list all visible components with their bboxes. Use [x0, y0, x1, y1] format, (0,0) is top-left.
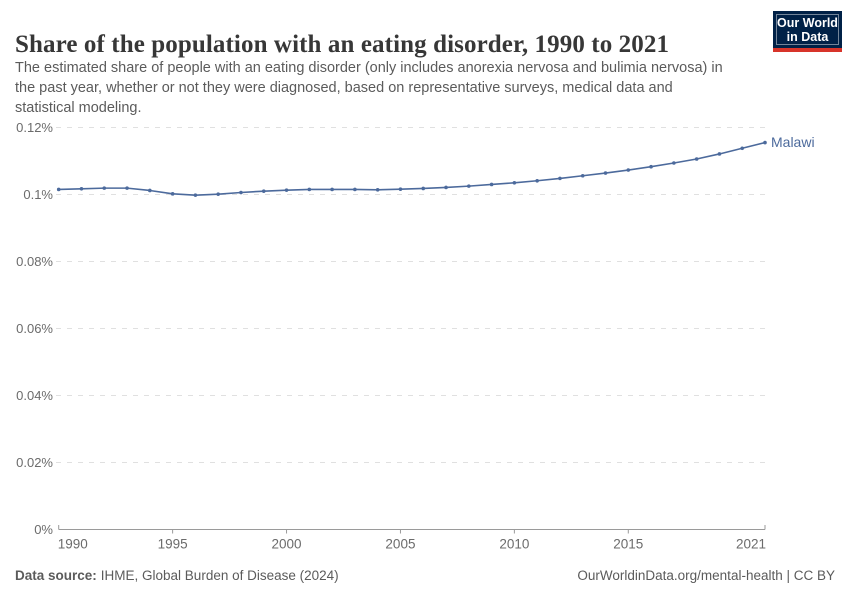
owid-logo-line2: in Data — [786, 29, 829, 44]
data-point[interactable] — [56, 187, 61, 192]
x-tick-label: 1990 — [58, 537, 88, 552]
entity-label[interactable]: Malawi — [771, 134, 815, 150]
owid-logo-text: Our World in Data — [776, 14, 839, 45]
data-source-label: Data source: — [15, 568, 97, 583]
chart-title: Share of the population with an eating d… — [15, 30, 670, 58]
data-point[interactable] — [239, 190, 243, 195]
subtitle-line: the past year, whether or not they were … — [15, 80, 673, 96]
x-tick-label: 2021 — [736, 537, 766, 552]
data-point[interactable] — [125, 186, 129, 190]
y-tick-label: 0.06% — [16, 321, 53, 336]
data-point[interactable] — [558, 176, 562, 181]
x-tick-label: 2005 — [385, 537, 415, 552]
data-point[interactable] — [672, 161, 676, 165]
data-point[interactable] — [330, 187, 334, 192]
data-point[interactable] — [649, 164, 653, 169]
y-tick-label: 0.12% — [16, 120, 53, 135]
data-point[interactable] — [489, 182, 494, 187]
data-point[interactable] — [102, 186, 107, 190]
y-tick-label: 0.02% — [16, 455, 53, 470]
owid-logo[interactable]: Our World in Data — [773, 11, 842, 52]
data-source-value: IHME, Global Burden of Disease (2024) — [100, 568, 339, 583]
data-point[interactable] — [421, 186, 426, 191]
x-tick-label: 2015 — [613, 537, 643, 552]
owid-logo-line1: Our World — [777, 15, 838, 30]
data-point[interactable] — [148, 188, 152, 193]
data-point[interactable] — [535, 178, 539, 183]
x-tick-label: 2000 — [272, 537, 302, 552]
credit-link[interactable]: OurWorldinData.org/mental-health | CC BY — [577, 568, 835, 583]
owid-logo-red-bar — [773, 48, 842, 52]
data-point[interactable] — [193, 193, 198, 197]
x-tick-label: 1995 — [158, 537, 188, 552]
chart-footer: Data source: IHME, Global Burden of Disea… — [15, 568, 835, 583]
data-point[interactable] — [284, 188, 289, 192]
data-point[interactable] — [694, 157, 699, 161]
data-point[interactable] — [353, 187, 357, 192]
subtitle-line: statistical modeling. — [15, 100, 142, 116]
data-point[interactable] — [603, 171, 608, 175]
data-point[interactable] — [398, 187, 403, 191]
data-point[interactable] — [580, 173, 585, 178]
data-point[interactable] — [740, 146, 745, 151]
data-point[interactable] — [216, 192, 220, 196]
data-point[interactable] — [261, 189, 266, 193]
data-point[interactable] — [763, 140, 767, 145]
y-tick-label: 0.04% — [16, 388, 53, 403]
y-tick-label: 0.08% — [16, 254, 53, 269]
trend-line — [57, 141, 766, 196]
data-point[interactable] — [375, 188, 380, 192]
data-point[interactable] — [626, 168, 631, 172]
y-tick-label: 0% — [34, 522, 53, 537]
data-point[interactable] — [307, 187, 312, 192]
data-point[interactable] — [717, 152, 722, 156]
data-point[interactable] — [170, 192, 175, 196]
data-point[interactable] — [79, 187, 84, 191]
data-source: Data source: IHME, Global Burden of Disea… — [15, 568, 339, 583]
y-tick-label: 0.1% — [23, 187, 53, 202]
data-point[interactable] — [444, 185, 448, 190]
chart-subtitle: The estimated share of people with an ea… — [15, 58, 765, 118]
x-tick-label: 2010 — [499, 537, 529, 552]
subtitle-line: The estimated share of people with an ea… — [15, 60, 723, 76]
data-point[interactable] — [512, 180, 517, 185]
data-point[interactable] — [467, 184, 471, 188]
